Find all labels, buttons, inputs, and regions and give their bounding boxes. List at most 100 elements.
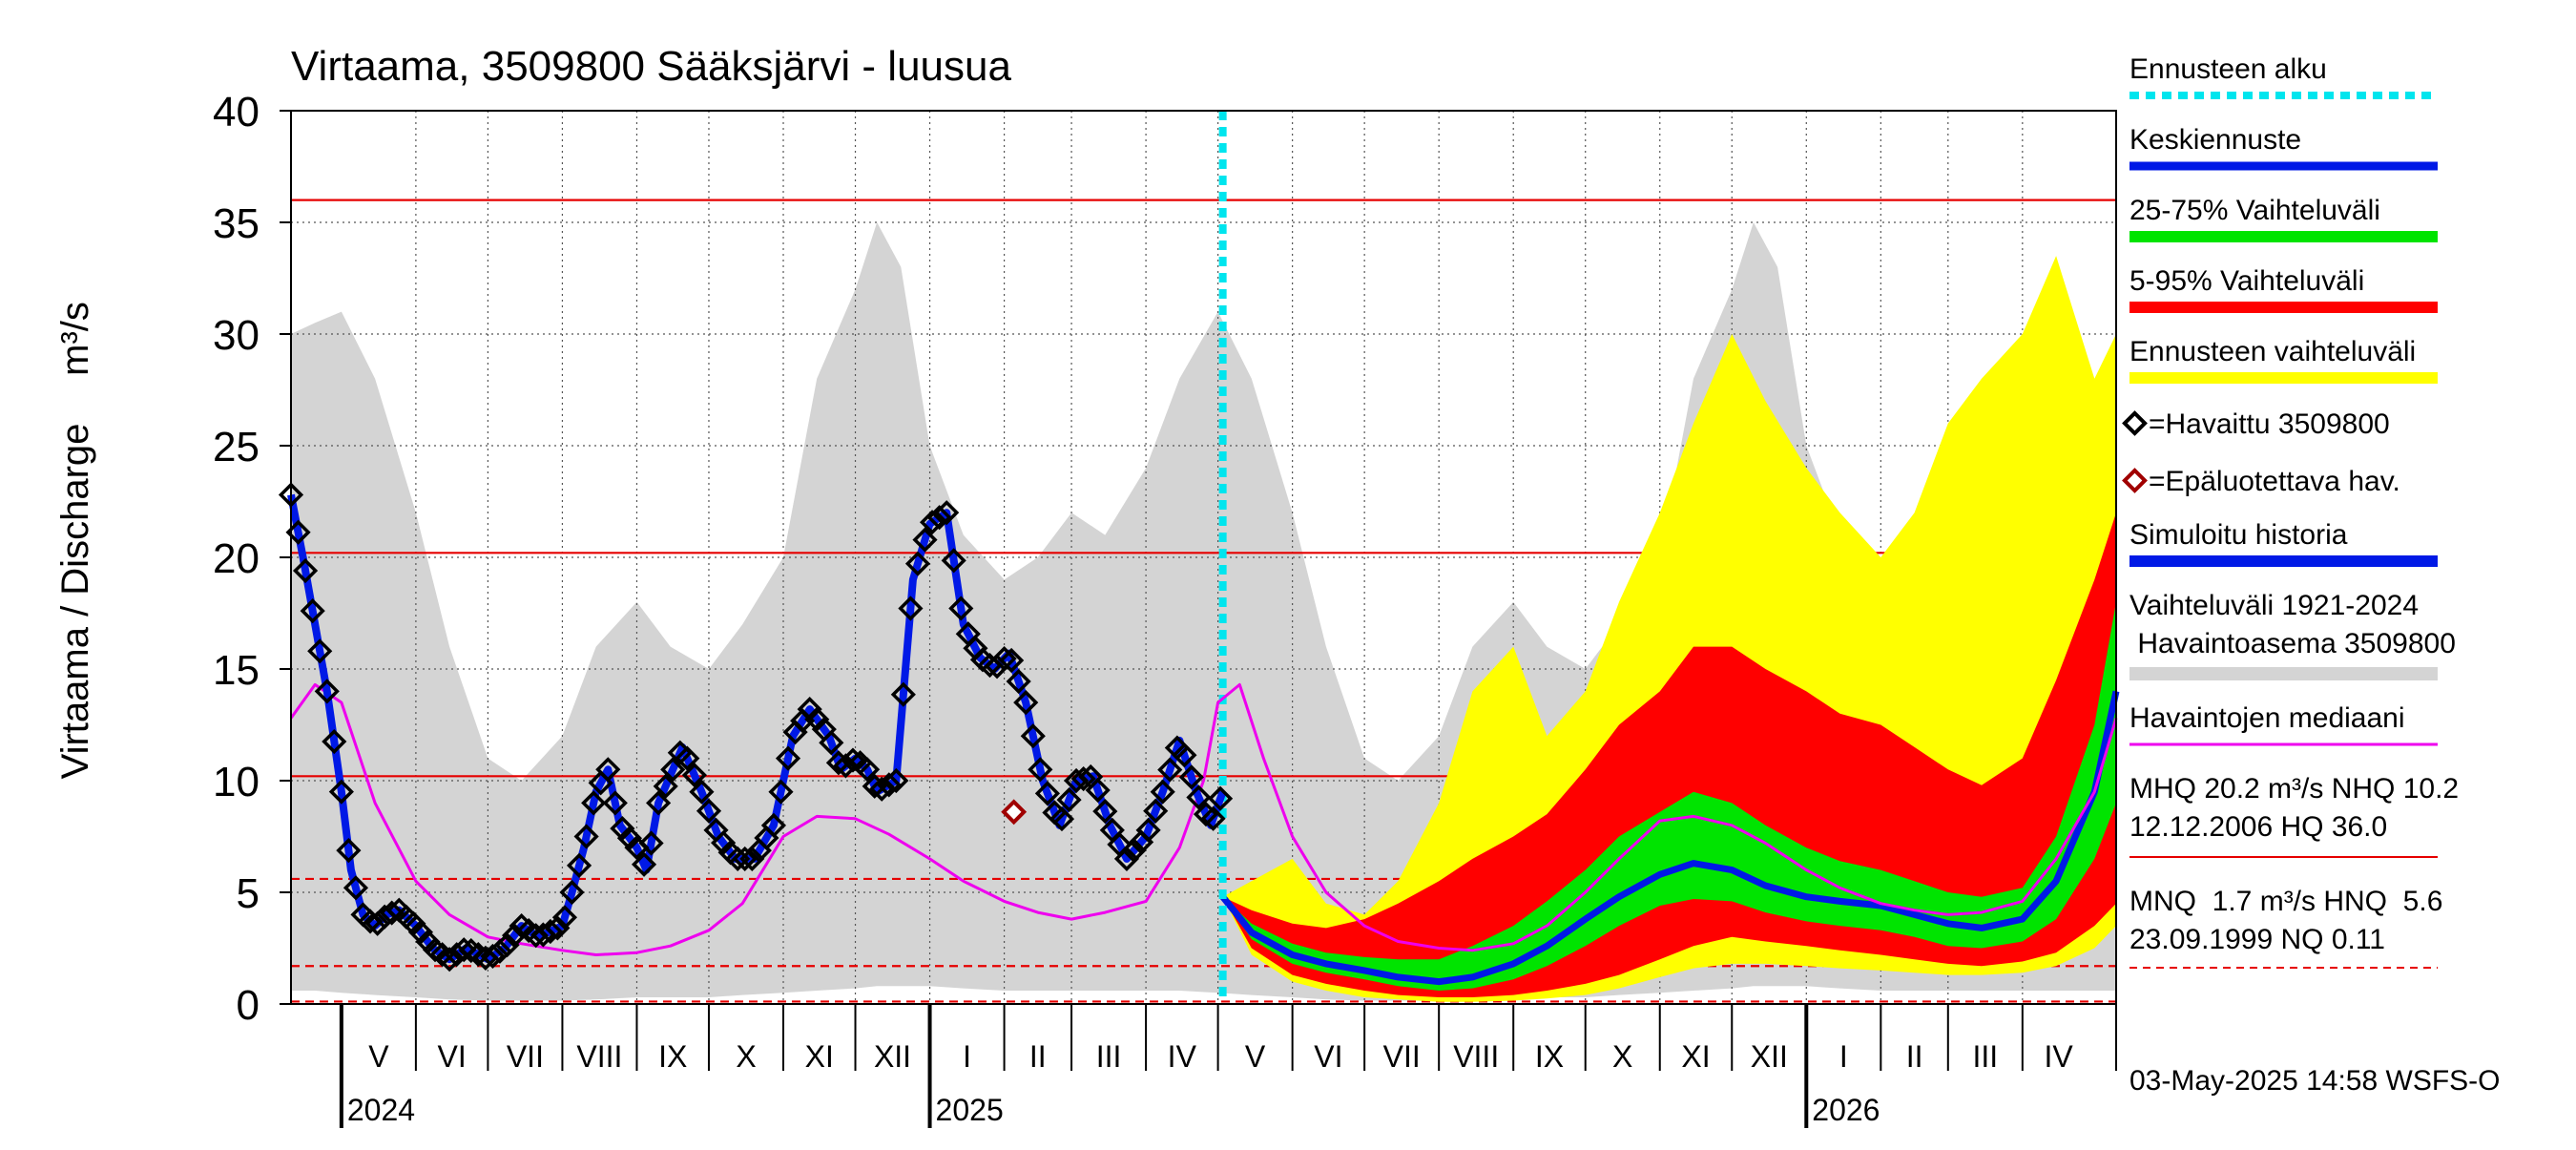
- observed-marker: [336, 838, 362, 864]
- observed-marker: [300, 598, 325, 624]
- observed-marker: [1157, 757, 1183, 783]
- observed-marker: [386, 897, 412, 923]
- observed-marker: [725, 846, 751, 871]
- observed-marker: [581, 790, 607, 816]
- y-tick-label: 30: [213, 312, 260, 359]
- observed-marker: [1049, 806, 1075, 832]
- x-tick-label-month: XI: [1681, 1039, 1710, 1074]
- observed-marker: [1113, 846, 1140, 871]
- y-tick-label: 0: [237, 982, 260, 1029]
- y-axis-unit: m³/s: [54, 302, 96, 376]
- observed-marker: [646, 790, 672, 816]
- legend-label-forecast-start: Ennusteen alku: [2129, 53, 2327, 85]
- legend-item-median: Havaintojen mediaani: [2129, 702, 2438, 746]
- legend-item-historical-range: Vaihteluväli 1921-2024 Havaintoasema 350…: [2129, 590, 2456, 680]
- observed-marker: [602, 790, 628, 816]
- legend-item-unreliable: =Epäluotettava hav.: [2122, 466, 2400, 497]
- plot-area: [278, 110, 2120, 1005]
- observed-marker: [934, 500, 960, 526]
- x-tick-label-month: X: [736, 1039, 756, 1074]
- observed-marker: [407, 919, 434, 945]
- x-tick-label-month: I: [1839, 1039, 1848, 1074]
- observed-marker: [904, 551, 931, 576]
- x-tick-label-month: X: [1612, 1039, 1632, 1074]
- observed-marker: [1150, 779, 1175, 805]
- observed-marker: [1172, 742, 1197, 768]
- legend-stats-low-1: MNQ 1.7 m³/s HNQ 5.6: [2129, 886, 2442, 917]
- observed-marker: [307, 638, 333, 664]
- legend-item-mean: Keskiennuste: [2129, 124, 2438, 171]
- observed-marker: [350, 902, 376, 928]
- observed-marker: [804, 706, 830, 732]
- observed-marker: [1121, 838, 1147, 864]
- x-tick-label-month: IX: [658, 1039, 687, 1074]
- observed-marker: [545, 915, 571, 941]
- observed-marker: [1208, 785, 1234, 811]
- legend-marker-observed: [2122, 410, 2148, 436]
- observed-marker: [847, 750, 873, 776]
- observed-marker: [401, 910, 426, 936]
- footer-timestamp: 03-May-2025 14:58 WSFS-O: [2129, 1065, 2501, 1097]
- observed-marker: [631, 851, 657, 877]
- legend-item-stats-high: MHQ 20.2 m³/s NHQ 10.2 12.12.2006 HQ 36.…: [2129, 773, 2459, 858]
- observed-marker: [890, 681, 916, 707]
- legend-label-unreliable: =Epäluotettava hav.: [2149, 466, 2400, 497]
- observed-marker: [1143, 798, 1169, 824]
- observed-marker: [760, 812, 787, 838]
- observed-marker: [393, 904, 419, 930]
- observed-marker: [292, 557, 319, 584]
- legend-item-observed: =Havaittu 3509800: [2122, 408, 2390, 440]
- unreliable-observation-marker: [1001, 799, 1028, 826]
- x-tick-label-month: I: [963, 1039, 971, 1074]
- observed-marker: [1085, 777, 1111, 804]
- x-tick-label-month: III: [1096, 1039, 1122, 1074]
- observed-marker: [1135, 817, 1161, 843]
- legend-label-simulated: Simuloitu historia: [2129, 519, 2348, 551]
- x-tick-label-year: 2026: [1812, 1093, 1880, 1127]
- observed-marker: [768, 779, 794, 805]
- legend-stats-low-2: 23.09.1999 NQ 0.11: [2129, 924, 2385, 955]
- legend-label-p5-95: 5-95% Vaihteluväli: [2129, 265, 2364, 297]
- median-layer: [289, 682, 2118, 956]
- observed-marker: [696, 798, 722, 824]
- observed-marker: [797, 697, 822, 722]
- observed-marker: [941, 548, 966, 574]
- x-tick-label-month: VII: [507, 1039, 544, 1074]
- forecast-p25-75-band: [1222, 601, 2116, 991]
- legend-item-p5-95: 5-95% Vaihteluväli: [2129, 265, 2438, 313]
- observed-marker: [1013, 690, 1039, 716]
- observed-marker: [1034, 781, 1060, 806]
- observed-marker: [278, 482, 304, 508]
- x-tick-label-month: XII: [1751, 1039, 1788, 1074]
- legend-label-mean: Keskiennuste: [2129, 124, 2301, 156]
- legend-item-range: Ennusteen vaihteluväli: [2129, 336, 2438, 384]
- legend-item-forecast-start: Ennusteen alku: [2129, 53, 2438, 99]
- legend-item-simulated: Simuloitu historia: [2129, 519, 2438, 567]
- y-tick-label: 40: [213, 89, 260, 136]
- observed-marker: [1186, 784, 1212, 810]
- observed-marker: [739, 846, 765, 871]
- x-tick-label-month: III: [1972, 1039, 1998, 1074]
- observed-marker: [1178, 764, 1204, 790]
- observed-marker: [610, 816, 635, 842]
- legend: Ennusteen alku Keskiennuste 25-75% Vaiht…: [2122, 53, 2459, 969]
- observed-marker: [285, 519, 311, 545]
- observed-marker: [1056, 787, 1082, 813]
- observed-marker: [660, 757, 686, 783]
- observed-marker: [487, 938, 513, 964]
- legend-item-stats-low: MNQ 1.7 m³/s HNQ 5.6 23.09.1999 NQ 0.11: [2129, 886, 2442, 969]
- chart-title: Virtaama, 3509800 Sääksjärvi - luusua: [291, 43, 1011, 90]
- x-tick-label-month: IX: [1535, 1039, 1564, 1074]
- observed-marker: [898, 596, 924, 621]
- x-tick-label-month: VI: [1314, 1039, 1342, 1074]
- observed-marker: [689, 779, 715, 805]
- observed-marker: [681, 763, 707, 788]
- observed-marker: [1028, 757, 1053, 783]
- observed-marker: [1092, 799, 1118, 825]
- observed-marker: [667, 740, 693, 765]
- y-tick-label: 20: [213, 535, 260, 582]
- median-line: [289, 682, 2118, 956]
- x-tick-label-year: 2024: [347, 1093, 415, 1127]
- observed-marker: [573, 824, 599, 849]
